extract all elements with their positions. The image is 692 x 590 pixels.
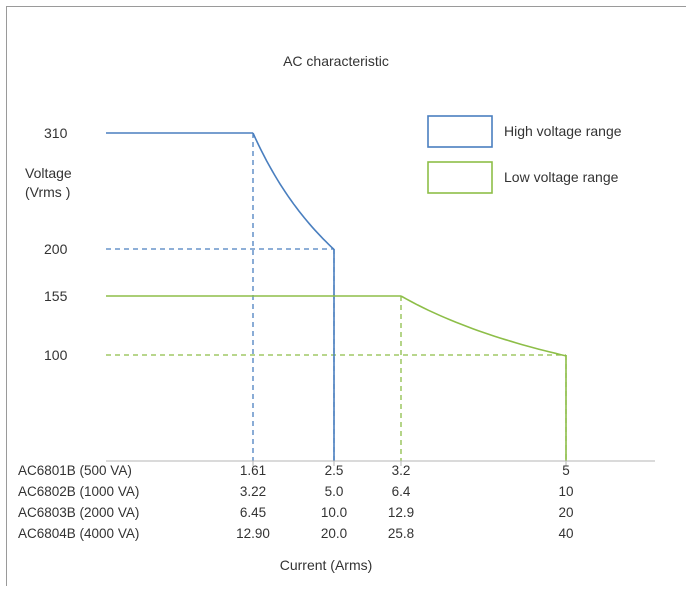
high-voltage-power-curve xyxy=(252,132,335,250)
x-tick-label: 25.8 xyxy=(388,526,414,541)
x-tick-label: 12.9 xyxy=(388,505,414,520)
y-axis-label: Voltage xyxy=(25,165,72,181)
chart-frame xyxy=(6,6,686,586)
x-tick-label: 6.4 xyxy=(392,484,411,499)
x-tick-label: 3.2 xyxy=(392,463,411,478)
chart-title: AC characteristic xyxy=(283,53,389,69)
legend-swatch xyxy=(427,161,493,194)
x-axis-label: Current (Arms) xyxy=(280,557,373,573)
x-tick-label: 40 xyxy=(558,526,573,541)
x-tick-label: 3.22 xyxy=(240,484,266,499)
y-tick-label: 100 xyxy=(44,347,68,363)
legend-label: Low voltage range xyxy=(504,169,619,185)
x-tick-label: 5 xyxy=(562,463,570,478)
x-tick-label: 20.0 xyxy=(321,526,347,541)
legend-swatch xyxy=(427,115,493,148)
x-tick-label: 6.45 xyxy=(240,505,266,520)
y-tick-label: 155 xyxy=(44,288,68,304)
x-tick-label: 1.61 xyxy=(240,463,266,478)
x-tick-label: 20 xyxy=(558,505,573,520)
low-voltage-power-curve xyxy=(400,295,567,357)
x-tick-label: 10.0 xyxy=(321,505,347,520)
model-label: AC6802B (1000 VA) xyxy=(18,484,139,499)
x-tick-label: 12.90 xyxy=(236,526,270,541)
model-label: AC6803B (2000 VA) xyxy=(18,505,139,520)
y-axis-label-unit: (Vrms ) xyxy=(25,184,70,200)
x-tick-label: 10 xyxy=(558,484,573,499)
x-tick-label: 2.5 xyxy=(325,463,344,478)
legend-label: High voltage range xyxy=(504,123,622,139)
y-tick-label: 200 xyxy=(44,241,68,257)
x-tick-label: 5.0 xyxy=(325,484,344,499)
model-label: AC6804B (4000 VA) xyxy=(18,526,139,541)
model-label: AC6801B (500 VA) xyxy=(18,463,132,478)
y-tick-label: 310 xyxy=(44,125,68,141)
